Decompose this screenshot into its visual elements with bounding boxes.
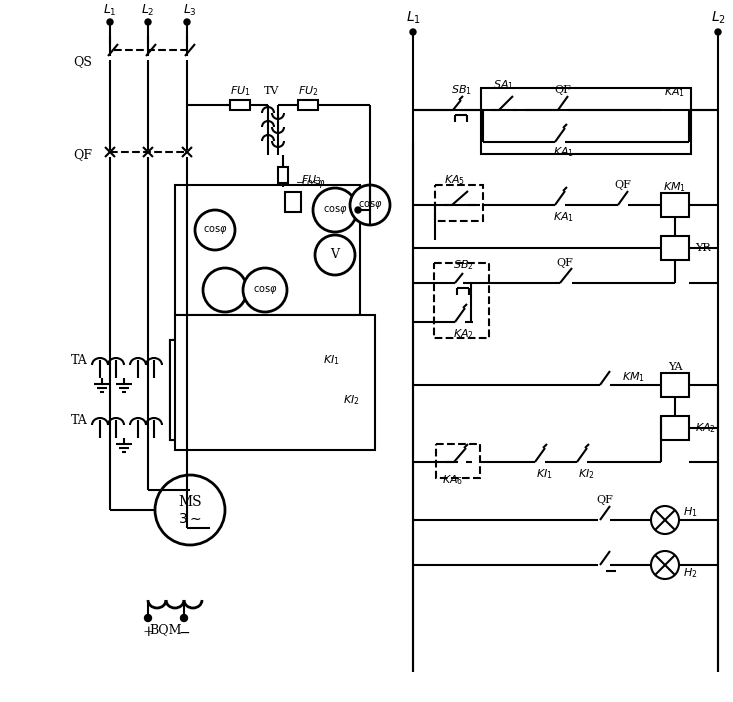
Text: $FU_3$: $FU_3$ — [301, 173, 322, 187]
Text: $KA_1$: $KA_1$ — [553, 145, 575, 159]
Circle shape — [155, 475, 225, 545]
Bar — [661, 98, 689, 122]
Circle shape — [184, 19, 190, 25]
Text: $KA_1$: $KA_1$ — [553, 210, 575, 224]
Text: $KI_1$: $KI_1$ — [536, 467, 553, 481]
Text: $L_2$: $L_2$ — [141, 2, 155, 18]
Circle shape — [651, 551, 679, 579]
Text: $L_2$: $L_2$ — [710, 10, 726, 26]
Circle shape — [715, 29, 721, 35]
Bar — [170, 340, 370, 440]
Text: $SA_1$: $SA_1$ — [493, 78, 513, 92]
Text: BQM: BQM — [150, 623, 183, 637]
Text: $KA_2$: $KA_2$ — [454, 327, 474, 341]
Bar — [313, 388, 337, 412]
Text: YA: YA — [668, 362, 682, 372]
Circle shape — [144, 614, 152, 621]
Text: $L_3$: $L_3$ — [183, 2, 197, 18]
Bar — [481, 88, 691, 154]
Bar — [175, 185, 360, 315]
Text: $H_1$: $H_1$ — [683, 505, 698, 519]
Text: QF: QF — [597, 495, 614, 505]
Bar — [293, 348, 317, 372]
Text: QF: QF — [73, 149, 92, 161]
Text: $H_2$: $H_2$ — [683, 566, 698, 580]
Text: TA: TA — [71, 354, 88, 366]
Text: $\cos\!\varphi$: $\cos\!\varphi$ — [202, 224, 227, 236]
Text: $-\!\cos\!\varphi$: $-\!\cos\!\varphi$ — [295, 178, 326, 190]
Text: $3\sim$: $3\sim$ — [178, 512, 202, 526]
Circle shape — [195, 210, 235, 250]
Bar — [278, 167, 288, 183]
Bar — [661, 373, 689, 397]
Bar — [483, 90, 525, 124]
Text: $KA_6$: $KA_6$ — [442, 473, 464, 487]
Bar — [170, 340, 370, 440]
Text: MS: MS — [178, 495, 202, 509]
Text: $\cos\!\varphi$: $\cos\!\varphi$ — [253, 284, 277, 296]
Circle shape — [145, 19, 151, 25]
Text: QF: QF — [614, 180, 631, 190]
Circle shape — [350, 185, 390, 225]
Text: $KI_2$: $KI_2$ — [578, 467, 594, 481]
Circle shape — [107, 19, 113, 25]
Text: $KI_1$: $KI_1$ — [323, 353, 340, 367]
Text: +: + — [142, 625, 154, 639]
Text: $KA_1$: $KA_1$ — [664, 85, 685, 99]
Circle shape — [243, 268, 287, 312]
Text: QF: QF — [555, 85, 572, 95]
Circle shape — [180, 614, 188, 621]
Text: $SB_1$: $SB_1$ — [451, 83, 471, 97]
Text: $KA_5$: $KA_5$ — [444, 173, 465, 187]
Text: TA: TA — [71, 413, 88, 427]
Circle shape — [315, 235, 355, 275]
Bar — [175, 315, 375, 450]
Circle shape — [468, 280, 474, 286]
Text: $KI_2$: $KI_2$ — [343, 393, 360, 407]
Circle shape — [651, 506, 679, 534]
Bar — [661, 416, 689, 440]
Bar — [434, 263, 489, 338]
Text: $KM_1$: $KM_1$ — [622, 370, 645, 384]
Bar — [285, 192, 301, 212]
Circle shape — [355, 207, 361, 213]
Text: $FU_1$: $FU_1$ — [229, 84, 251, 98]
Text: V: V — [331, 249, 339, 262]
Text: $L_1$: $L_1$ — [103, 2, 117, 18]
Text: $\cos\!\varphi$: $\cos\!\varphi$ — [358, 199, 383, 211]
Bar — [436, 444, 480, 478]
Bar — [230, 100, 250, 110]
Text: $-$: $-$ — [178, 625, 190, 639]
Circle shape — [203, 268, 247, 312]
Bar — [661, 236, 689, 260]
Text: QS: QS — [73, 55, 92, 69]
Text: YR: YR — [695, 243, 710, 253]
Text: $\cos\!\varphi$: $\cos\!\varphi$ — [323, 204, 347, 216]
Bar — [661, 193, 689, 217]
Text: $KA_2$: $KA_2$ — [695, 421, 716, 435]
Text: TV: TV — [265, 86, 280, 96]
Circle shape — [410, 29, 416, 35]
Text: $FU_2$: $FU_2$ — [298, 84, 318, 98]
Bar — [435, 185, 483, 221]
Text: $L_1$: $L_1$ — [405, 10, 421, 26]
Text: $KM_1$: $KM_1$ — [663, 180, 687, 194]
Text: QF: QF — [556, 258, 573, 268]
Text: $SB_2$: $SB_2$ — [452, 258, 474, 272]
Bar — [298, 100, 318, 110]
Circle shape — [313, 188, 357, 232]
